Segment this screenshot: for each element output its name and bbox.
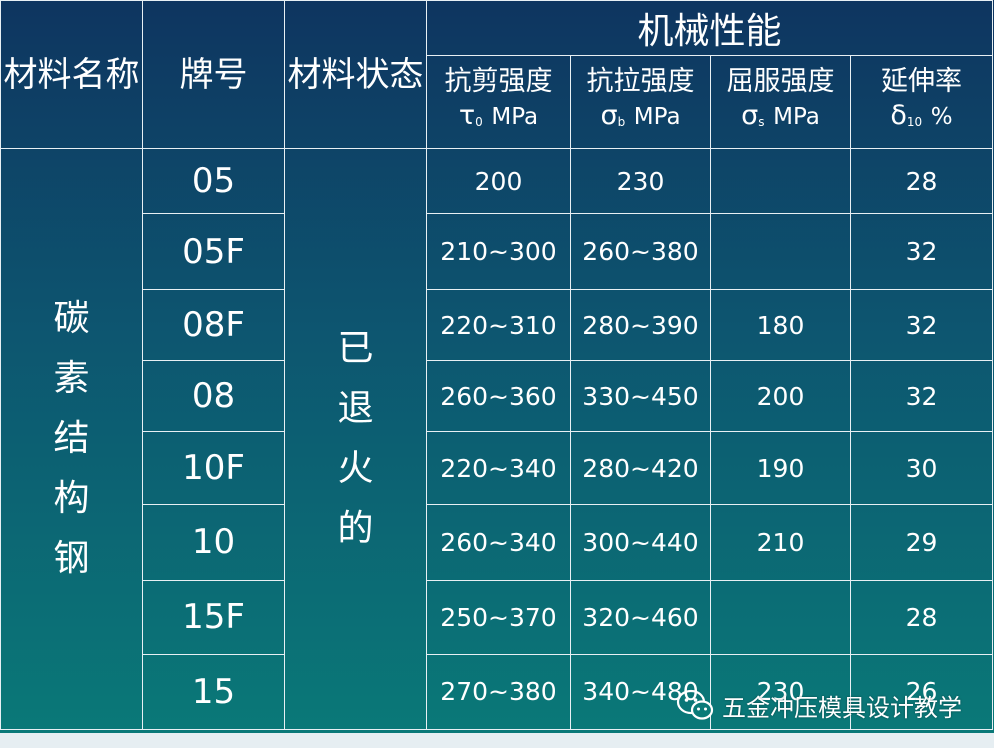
yield-cell: 180 bbox=[710, 289, 851, 362]
yield-cell bbox=[710, 147, 851, 215]
tensile-cell: 280~420 bbox=[570, 431, 711, 505]
yield-cell: 200 bbox=[710, 360, 851, 433]
header-material-state: 材料状态 bbox=[284, 0, 427, 149]
header-elongation-unit: % bbox=[930, 104, 953, 130]
grade-cell: 08 bbox=[142, 360, 285, 433]
shear-cell: 210~300 bbox=[426, 213, 571, 291]
header-tensile-strength: 抗拉强度 σb MPa bbox=[570, 55, 711, 149]
grade-cell: 05 bbox=[142, 147, 285, 215]
header-shear-strength: 抗剪强度 τ0 MPa bbox=[426, 55, 571, 149]
table-row: 05F 210~300 260~380 32 bbox=[1, 213, 994, 291]
table-row: 15 270~380 340~480 230 26 bbox=[1, 653, 994, 731]
grade-cell: 15 bbox=[142, 653, 285, 731]
elongation-cell: 32 bbox=[849, 213, 994, 291]
shear-cell: 200 bbox=[426, 147, 571, 215]
tensile-cell: 260~380 bbox=[570, 213, 711, 291]
tensile-cell: 280~390 bbox=[570, 289, 711, 362]
material-name-char: 钢 bbox=[53, 538, 90, 579]
tensile-cell: 340~480 bbox=[570, 653, 711, 731]
bottom-bar bbox=[0, 733, 994, 748]
elongation-cell: 30 bbox=[849, 431, 994, 505]
header-yield-strength-name: 屈服强度 bbox=[726, 66, 835, 97]
material-state-char: 已 bbox=[337, 328, 374, 369]
tensile-cell: 230 bbox=[570, 147, 711, 215]
header-elongation: 延伸率 δ10 % bbox=[849, 55, 994, 149]
watermark: 五金冲压模具设计教学 bbox=[676, 684, 962, 726]
steel-properties-table-wrap: 材料名称 牌号 材料状态 机械性能 抗剪强度 τ0 MPa 抗拉强度 σb MP… bbox=[0, 0, 994, 731]
header-yield-sub: s bbox=[758, 115, 765, 129]
shear-cell: 220~310 bbox=[426, 289, 571, 362]
material-name-char: 构 bbox=[53, 478, 90, 519]
yield-cell: 190 bbox=[710, 431, 851, 505]
tensile-cell: 320~460 bbox=[570, 579, 711, 655]
tensile-cell: 300~440 bbox=[570, 503, 711, 581]
header-yield-strength: 屈服强度 σs MPa bbox=[710, 55, 851, 149]
header-yield-symbol: σ bbox=[741, 100, 759, 131]
watermark-text: 五金冲压模具设计教学 bbox=[722, 693, 962, 722]
header-yield-unit: MPa bbox=[773, 104, 820, 130]
elongation-cell: 28 bbox=[849, 579, 994, 655]
material-name-char: 结 bbox=[53, 418, 90, 459]
header-tensile-sub: b bbox=[617, 115, 626, 129]
material-state-cell: 已 退 火 的 bbox=[284, 148, 427, 730]
grade-cell: 10F bbox=[142, 431, 285, 505]
elongation-cell: 32 bbox=[849, 289, 994, 362]
shear-cell: 220~340 bbox=[426, 431, 571, 505]
yield-cell: 230 bbox=[710, 653, 851, 731]
material-name-char: 素 bbox=[53, 358, 90, 399]
table-row: 碳 素 结 构 钢 05 已 退 火 的 200 230 28 bbox=[0, 147, 994, 730]
header-shear-symbol: τ bbox=[458, 100, 476, 131]
shear-cell: 260~360 bbox=[426, 360, 571, 433]
table-row: 10 260~340 300~440 210 29 bbox=[1, 503, 994, 581]
header-shear-sub: 0 bbox=[475, 115, 483, 129]
yield-cell: 210 bbox=[710, 503, 851, 581]
header-tensile-strength-name: 抗拉强度 bbox=[586, 66, 695, 97]
material-state-char: 退 bbox=[337, 388, 374, 429]
header-grade: 牌号 bbox=[142, 0, 285, 149]
elongation-cell: 28 bbox=[849, 147, 994, 215]
elongation-cell: 32 bbox=[849, 360, 994, 433]
header-tensile-unit: MPa bbox=[633, 104, 681, 130]
tensile-cell: 330~450 bbox=[570, 360, 711, 433]
header-elongation-sub: 10 bbox=[906, 115, 923, 129]
table-row: 08F 220~310 280~390 180 32 bbox=[1, 289, 994, 362]
yield-cell bbox=[710, 579, 851, 655]
material-name-cell: 碳 素 结 构 钢 bbox=[0, 148, 143, 730]
header-mechanical-properties: 机械性能 bbox=[425, 0, 994, 56]
elongation-cell: 26 bbox=[849, 653, 994, 731]
grade-cell: 15F bbox=[142, 579, 285, 655]
header-material-name: 材料名称 bbox=[0, 0, 143, 149]
table-row: 15F 250~370 320~460 28 bbox=[1, 579, 994, 655]
header-tensile-symbol: σ bbox=[600, 100, 618, 131]
yield-cell bbox=[710, 213, 851, 291]
shear-cell: 250~370 bbox=[426, 579, 571, 655]
header-shear-strength-name: 抗剪强度 bbox=[444, 66, 553, 97]
material-name-char: 碳 bbox=[53, 298, 90, 339]
steel-properties-table: 材料名称 牌号 材料状态 机械性能 抗剪强度 τ0 MPa 抗拉强度 σb MP… bbox=[0, 0, 994, 731]
material-state-char: 的 bbox=[337, 508, 374, 549]
wechat-icon bbox=[676, 689, 714, 720]
shear-cell: 270~380 bbox=[426, 653, 571, 731]
header-shear-unit: MPa bbox=[491, 104, 539, 130]
material-state-char: 火 bbox=[337, 448, 374, 489]
grade-cell: 08F bbox=[142, 289, 285, 362]
header-elongation-symbol: δ bbox=[890, 100, 907, 131]
header-elongation-name: 延伸率 bbox=[881, 66, 962, 97]
elongation-cell: 29 bbox=[849, 503, 994, 581]
grade-cell: 10 bbox=[142, 503, 285, 581]
table-row: 08 260~360 330~450 200 32 bbox=[1, 360, 994, 433]
shear-cell: 260~340 bbox=[426, 503, 571, 581]
grade-cell: 05F bbox=[142, 213, 285, 291]
table-row: 10F 220~340 280~420 190 30 bbox=[1, 431, 994, 505]
